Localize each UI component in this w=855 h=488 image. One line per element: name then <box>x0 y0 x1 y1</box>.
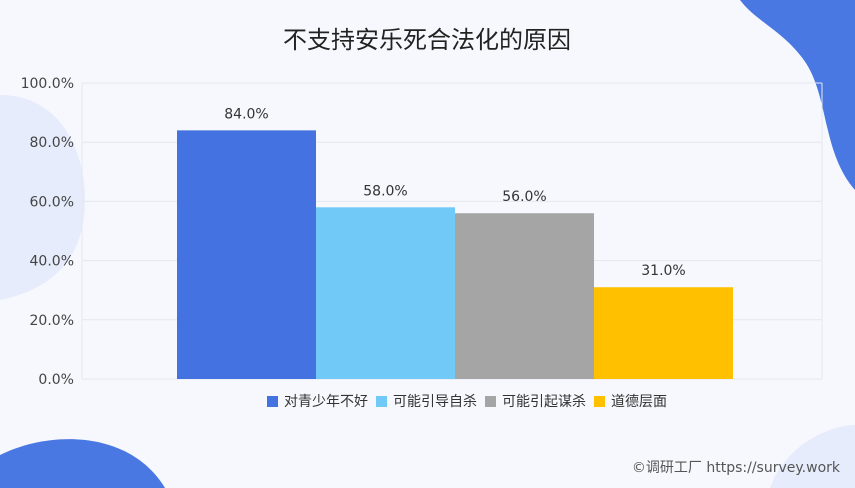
y-tick-label: 20.0% <box>30 313 74 329</box>
y-tick-label: 60.0% <box>30 194 74 210</box>
decor-top-right-blob <box>740 0 855 190</box>
bar <box>177 130 316 379</box>
bars <box>177 130 733 379</box>
chart-title: 不支持安乐死合法化的原因 <box>283 26 571 54</box>
legend-label: 道德层面 <box>611 394 667 410</box>
bar-value-label: 58.0% <box>363 183 407 199</box>
data-labels: 84.0% 58.0% 56.0% 31.0% <box>224 106 685 279</box>
bar <box>316 207 455 379</box>
decor-left-circle <box>0 95 85 300</box>
legend-swatch <box>267 396 278 407</box>
y-tick-label: 100.0% <box>21 76 74 92</box>
legend-label: 可能引导自杀 <box>393 394 477 410</box>
bar-value-label: 56.0% <box>502 189 546 205</box>
bar <box>455 213 594 379</box>
bar-value-label: 31.0% <box>641 263 685 279</box>
bar-value-label: 84.0% <box>224 106 268 122</box>
legend: 对青少年不好 可能引导自杀 可能引起谋杀 道德层面 <box>267 394 667 410</box>
footer-watermark: ©调研工厂 https://survey.work <box>632 460 841 476</box>
y-tick-label: 0.0% <box>38 372 74 388</box>
y-axis-ticks: 0.0% 20.0% 40.0% 60.0% 80.0% 100.0% <box>21 76 74 388</box>
legend-swatch <box>485 396 496 407</box>
legend-swatch <box>594 396 605 407</box>
legend-label: 对青少年不好 <box>284 394 368 410</box>
y-tick-label: 80.0% <box>30 135 74 151</box>
legend-swatch <box>376 396 387 407</box>
y-tick-label: 40.0% <box>30 254 74 270</box>
bar <box>594 287 733 379</box>
decor-bottom-left-blob <box>0 439 165 488</box>
decor-bottom-right-circle <box>770 425 855 488</box>
legend-label: 可能引起谋杀 <box>502 394 586 410</box>
